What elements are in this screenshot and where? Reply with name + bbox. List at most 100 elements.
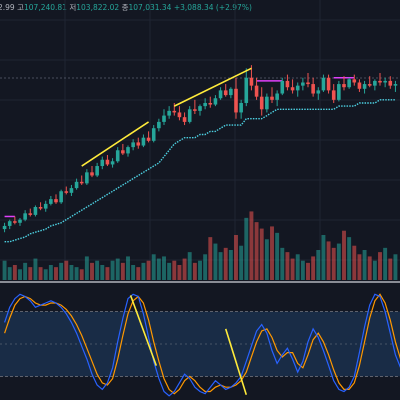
- candle-body: [115, 150, 120, 162]
- candle-body: [49, 199, 53, 204]
- candle-body: [352, 79, 357, 83]
- candle-body: [383, 80, 387, 83]
- volume-bar: [192, 262, 197, 280]
- candle-body: [105, 159, 110, 165]
- candle-body: [64, 191, 69, 193]
- candle-body: [59, 191, 63, 203]
- candle-body: [290, 87, 295, 91]
- volume-bar: [383, 247, 388, 280]
- volume-bar: [321, 235, 326, 280]
- candle-body: [177, 112, 182, 118]
- candle-body: [326, 77, 331, 91]
- high-label: 고: [17, 3, 24, 12]
- candle-body: [316, 90, 321, 94]
- candle-body: [172, 110, 177, 113]
- candle-body: [388, 80, 393, 86]
- trailing-stop-line: [4, 99, 396, 243]
- volume-bar: [172, 260, 177, 280]
- candle-body: [13, 221, 17, 223]
- volume-bar: [218, 252, 223, 280]
- volume-bar: [270, 226, 274, 280]
- candle-body: [126, 147, 130, 154]
- candle-body: [38, 207, 43, 209]
- candle-body: [342, 84, 346, 88]
- candle-body: [121, 150, 125, 154]
- candle-body: [295, 85, 300, 91]
- volume-bar: [264, 239, 269, 280]
- candle-body: [357, 82, 362, 89]
- candle-body: [43, 203, 48, 209]
- volume-bar: [69, 265, 74, 280]
- volume-bar: [141, 262, 146, 280]
- volume-bar: [126, 256, 130, 280]
- candle-body: [234, 88, 238, 113]
- oscillator-trend-line: [129, 295, 158, 366]
- candle-body: [54, 199, 58, 203]
- volume-bar: [95, 260, 100, 280]
- candle-body: [18, 219, 22, 223]
- candle-body: [239, 102, 243, 113]
- candle-body: [74, 181, 79, 189]
- candle-body: [95, 166, 99, 176]
- volume-bar: [105, 267, 110, 280]
- candle-body: [265, 96, 269, 110]
- volume-bar: [156, 258, 161, 280]
- volume-bar: [336, 243, 341, 280]
- volume-bar: [187, 252, 192, 280]
- volume-bar: [28, 267, 33, 280]
- volume-bar: [74, 267, 79, 280]
- candle-body: [208, 102, 213, 105]
- candle-body: [270, 96, 274, 100]
- volume-bar: [115, 258, 120, 280]
- volume-bar: [208, 237, 213, 280]
- volume-bar: [295, 254, 300, 280]
- candle-body: [110, 161, 115, 165]
- volume-bar: [352, 245, 357, 280]
- oscillator-k-line: [4, 293, 400, 397]
- volume-bar: [43, 269, 48, 280]
- volume-bar: [234, 235, 238, 280]
- volume-bar: [228, 250, 233, 280]
- volume-bar: [372, 260, 377, 280]
- candle-body: [244, 77, 249, 103]
- candle-body: [337, 84, 341, 100]
- candle-body: [7, 221, 12, 226]
- volume-bar: [393, 254, 398, 280]
- candle-body: [141, 137, 146, 146]
- candle-body: [218, 90, 223, 99]
- volume-bar: [38, 267, 43, 280]
- volume-bar: [223, 247, 228, 280]
- volume-bar: [18, 269, 22, 280]
- candle-body: [213, 98, 218, 105]
- volume-bar: [331, 247, 336, 280]
- volume-bar: [326, 241, 331, 280]
- volume-bar: [146, 260, 151, 280]
- volume-bar: [48, 265, 53, 280]
- candle-body: [90, 172, 94, 176]
- candle-body: [33, 207, 38, 215]
- volume-bar: [2, 260, 7, 280]
- volume-bar: [177, 265, 182, 280]
- close-label: 종: [121, 3, 129, 12]
- volume-bar: [7, 267, 12, 280]
- candle-body: [393, 84, 398, 86]
- candle-body: [203, 102, 207, 107]
- volume-bar: [110, 260, 115, 280]
- low-value: 103,822.02: [76, 3, 120, 12]
- volume-bar: [259, 228, 264, 280]
- volume-bar: [388, 258, 393, 280]
- volume-bar: [151, 254, 156, 280]
- candle-body: [136, 142, 141, 146]
- candle-body: [2, 225, 7, 230]
- candle-body: [193, 109, 197, 111]
- candle-body: [162, 115, 166, 122]
- volume-bar: [285, 252, 290, 280]
- volume-bar: [167, 262, 172, 280]
- candle-body: [285, 80, 290, 88]
- volume-bar: [213, 243, 218, 280]
- volume-bar: [378, 252, 382, 280]
- candle-body: [198, 106, 202, 111]
- candle-body: [85, 172, 89, 184]
- candle-body: [229, 88, 233, 96]
